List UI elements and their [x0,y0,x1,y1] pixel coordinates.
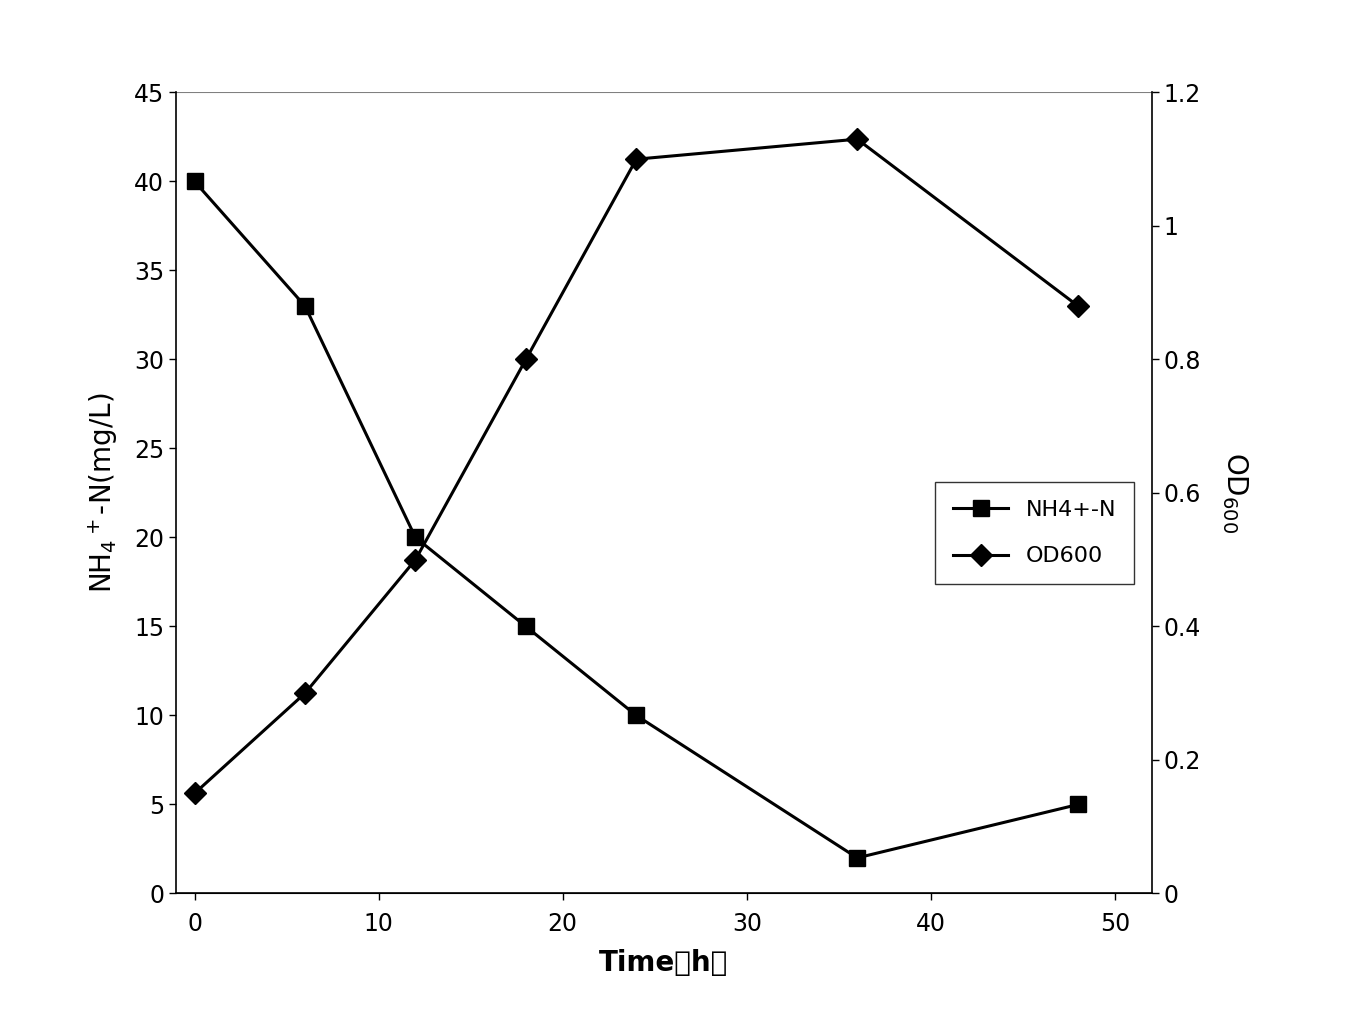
OD600 [518,353,534,366]
Line: NH4+-N: NH4+-N [187,174,1085,866]
Line: OD600: OD600 [187,131,1085,801]
OD600 [187,787,203,799]
OD600 [850,132,866,145]
Y-axis label: OD$_{600}$: OD$_{600}$ [1220,452,1249,534]
NH4+-N [850,851,866,864]
NH4+-N [518,620,534,633]
NH4+-N [408,531,424,543]
NH4+-N [297,300,313,312]
Y-axis label: NH$_4$$^+$-N(mg/L): NH$_4$$^+$-N(mg/L) [87,392,121,594]
X-axis label: Time（h）: Time（h） [599,949,729,978]
OD600 [408,554,424,566]
OD600 [629,153,645,165]
NH4+-N [629,710,645,722]
NH4+-N [1070,798,1087,810]
NH4+-N [187,176,203,188]
OD600 [297,687,313,699]
Legend: NH4+-N, OD600: NH4+-N, OD600 [935,482,1134,584]
OD600 [1070,300,1087,312]
